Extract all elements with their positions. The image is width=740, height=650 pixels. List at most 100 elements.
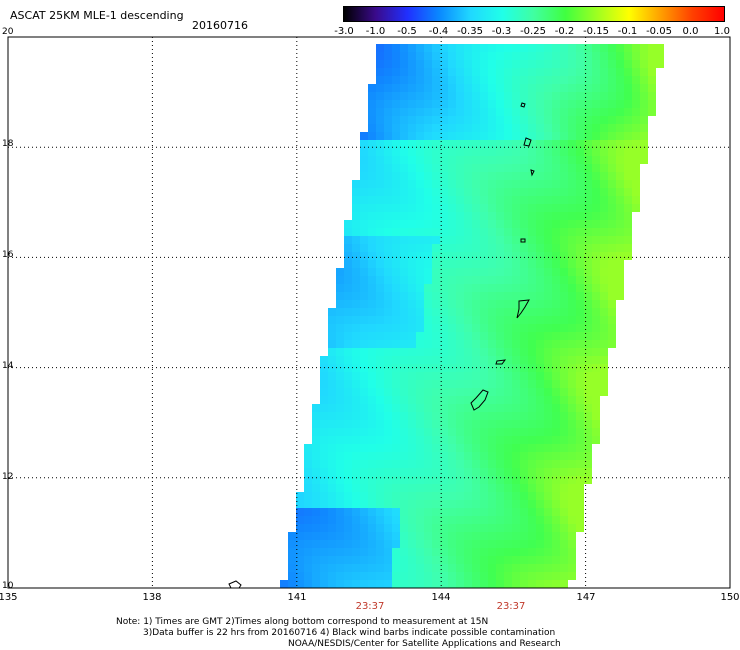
swath-cell — [344, 324, 352, 332]
swath-cell — [368, 492, 376, 500]
swath-cell — [424, 44, 432, 52]
swath-cell — [408, 284, 416, 292]
swath-cell — [384, 492, 392, 500]
swath-cell — [400, 196, 408, 204]
swath-cell — [616, 252, 624, 260]
swath-cell — [336, 340, 344, 348]
swath-cell — [408, 172, 416, 180]
swath-cell — [584, 196, 592, 204]
swath-cell — [416, 148, 424, 156]
swath-cell — [416, 564, 424, 572]
swath-cell — [440, 252, 448, 260]
swath-cell — [440, 316, 448, 324]
swath-cell — [448, 420, 456, 428]
swath-cell — [576, 436, 584, 444]
swath-cell — [448, 60, 456, 68]
swath-cell — [440, 84, 448, 92]
swath-cell — [448, 52, 456, 60]
swath-cell — [416, 60, 424, 68]
swath-cell — [536, 308, 544, 316]
swath-cell — [496, 84, 504, 92]
y-tick-16: 16 — [2, 250, 14, 260]
swath-cell — [600, 332, 608, 340]
swath-cell — [368, 332, 376, 340]
swath-cell — [416, 532, 424, 540]
swath-cell — [568, 276, 576, 284]
swath-cell — [352, 180, 360, 188]
swath-cell — [552, 180, 560, 188]
swath-cell — [384, 532, 392, 540]
y-tick-18: 18 — [2, 139, 14, 149]
swath-cell — [536, 164, 544, 172]
swath-cell — [352, 340, 360, 348]
swath-cell — [424, 252, 432, 260]
swath-cell — [496, 172, 504, 180]
swath-cell — [488, 548, 496, 556]
swath-cell — [568, 164, 576, 172]
swath-cell — [600, 388, 608, 396]
swath-cell — [400, 156, 408, 164]
swath-cell — [568, 292, 576, 300]
swath-cell — [464, 348, 472, 356]
swath-cell — [296, 516, 304, 524]
swath-cell — [464, 212, 472, 220]
swath-cell — [592, 84, 600, 92]
swath-cell — [424, 220, 432, 228]
swath-cell — [416, 92, 424, 100]
swath-cell — [440, 404, 448, 412]
swath-cell — [368, 324, 376, 332]
swath-cell — [544, 436, 552, 444]
swath-cell — [584, 124, 592, 132]
swath-cell — [472, 556, 480, 564]
swath-cell — [584, 188, 592, 196]
swath-cell — [376, 484, 384, 492]
swath-cell — [384, 444, 392, 452]
swath-cell — [464, 548, 472, 556]
swath-cell — [456, 84, 464, 92]
swath-cell — [352, 220, 360, 228]
swath-cell — [360, 348, 368, 356]
swath-cell — [488, 300, 496, 308]
swath-cell — [384, 356, 392, 364]
swath-cell — [568, 308, 576, 316]
swath-cell — [440, 52, 448, 60]
swath-cell — [560, 84, 568, 92]
swath-cell — [512, 372, 520, 380]
swath-cell — [312, 412, 320, 420]
swath-cell — [512, 548, 520, 556]
swath-cell — [408, 388, 416, 396]
swath-cell — [336, 564, 344, 572]
swath-cell — [512, 428, 520, 436]
swath-cell — [400, 100, 408, 108]
swath-cell — [624, 92, 632, 100]
swath-cell — [456, 524, 464, 532]
swath-cell — [536, 92, 544, 100]
swath-cell — [600, 140, 608, 148]
swath-cell — [576, 484, 584, 492]
swath-cell — [528, 268, 536, 276]
swath-cell — [336, 284, 344, 292]
swath-cell — [456, 420, 464, 428]
swath-cell — [504, 220, 512, 228]
swath-cell — [552, 468, 560, 476]
swath-cell — [496, 244, 504, 252]
swath-cell — [552, 564, 560, 572]
swath-cell — [496, 444, 504, 452]
swath-cell — [520, 236, 528, 244]
swath-cell — [392, 484, 400, 492]
swath-cell — [456, 340, 464, 348]
swath-cell — [448, 428, 456, 436]
swath-cell — [344, 428, 352, 436]
swath-cell — [592, 132, 600, 140]
swath-cell — [344, 316, 352, 324]
swath-cell — [520, 84, 528, 92]
swath-cell — [360, 332, 368, 340]
swath-cell — [536, 580, 544, 588]
swath-cell — [440, 452, 448, 460]
swath-cell — [528, 404, 536, 412]
swath-cell — [464, 436, 472, 444]
swath-cell — [424, 116, 432, 124]
swath-cell — [528, 228, 536, 236]
swath-cell — [536, 500, 544, 508]
swath-cell — [304, 500, 312, 508]
